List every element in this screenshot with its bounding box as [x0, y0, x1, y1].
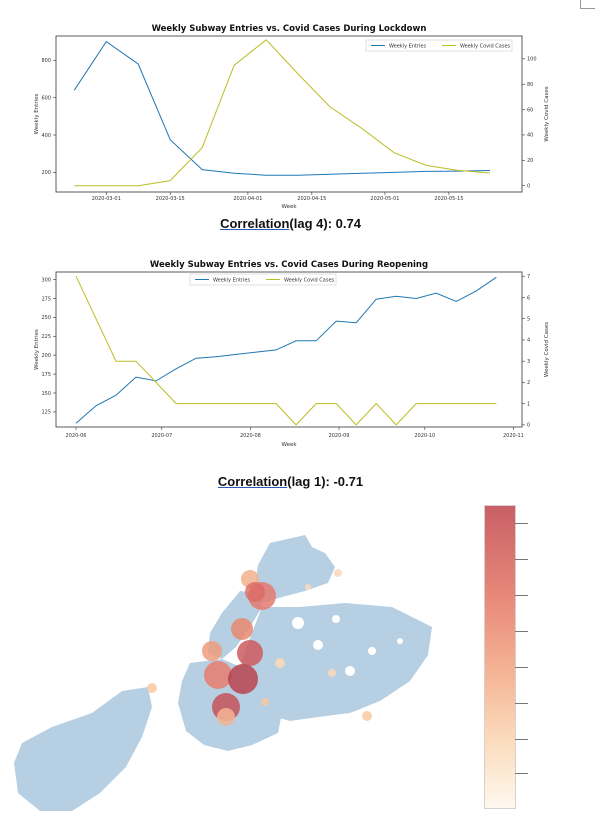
colorbar-tick — [515, 773, 528, 774]
y-right-tick-label: 0 — [527, 423, 530, 429]
x-tick-label: 2020-04-01 — [233, 196, 262, 202]
colorbar-tick — [515, 595, 528, 596]
reopening-correlation: Correlation(lag 1): -0.71 — [0, 474, 597, 489]
queens-landmass — [240, 603, 432, 721]
reopening-chart: Weekly Subway Entries vs. Covid Cases Du… — [34, 260, 550, 448]
correlation-label: Correlation — [217, 474, 288, 489]
water-gaps — [292, 615, 403, 676]
nyc-subway-map — [14, 535, 432, 811]
y-right-tick-label: 6 — [527, 295, 530, 301]
lockdown-correlation: Correlation(lag 4): 0.74 — [0, 216, 597, 231]
legend-label: Weekly Entries — [213, 278, 250, 284]
legend-label: Weekly Entries — [389, 44, 426, 50]
x-tick-label: 2020-10 — [414, 433, 435, 439]
x-tick-label: 2020-05-15 — [434, 196, 463, 202]
series-line-entries — [75, 276, 497, 424]
y-left-tick-label: 250 — [41, 315, 51, 321]
series-line-cases — [75, 275, 497, 426]
x-tick-label: 2020-08 — [240, 433, 261, 439]
x-tick-label: 2020-03-15 — [156, 196, 185, 202]
y-right-tick-label: 20 — [527, 158, 533, 164]
y-right-axis-label: Weekly Covid Cases — [544, 86, 550, 141]
y-right-tick-label: 5 — [527, 317, 530, 323]
y-left-tick-label: 225 — [41, 334, 51, 340]
colorbar — [484, 505, 516, 809]
series-line-entries — [73, 40, 491, 176]
y-left-tick-label: 275 — [41, 296, 51, 302]
colorbar-tick — [515, 739, 528, 740]
chart-title: Weekly Subway Entries vs. Covid Cases Du… — [152, 24, 427, 34]
y-left-tick-label: 125 — [41, 410, 51, 416]
colorbar-tick — [515, 667, 528, 668]
y-right-tick-label: 7 — [527, 274, 530, 280]
y-right-axis-label: Weekly Covid Cases — [544, 322, 550, 377]
x-tick-label: 2020-06 — [66, 433, 87, 439]
y-right-tick-label: 0 — [527, 183, 530, 189]
y-right-tick-label: 1 — [527, 401, 530, 407]
chart-title: Weekly Subway Entries vs. Covid Cases Du… — [150, 260, 428, 270]
x-tick-label: 2020-09 — [329, 433, 350, 439]
staten-island-landmass — [14, 687, 152, 811]
y-right-tick-label: 60 — [527, 107, 533, 113]
y-right-tick-label: 100 — [527, 57, 537, 63]
y-left-tick-label: 200 — [41, 353, 51, 359]
legend-label: Weekly Covid Cases — [460, 44, 511, 50]
y-left-tick-label: 800 — [41, 58, 51, 64]
y-left-tick-label: 400 — [41, 133, 51, 139]
window-corner-mark — [580, 0, 595, 9]
y-left-tick-label: 175 — [41, 372, 51, 378]
legend-box — [365, 39, 513, 52]
colorbar-tick — [515, 703, 528, 704]
y-right-tick-label: 2 — [527, 380, 530, 386]
x-tick-label: 2020-11 — [503, 433, 524, 439]
x-tick-label: 2020-05-01 — [370, 196, 399, 202]
x-axis-label: Week — [281, 442, 297, 448]
correlation-label: Correlation — [220, 216, 290, 231]
x-tick-label: 2020-07 — [151, 433, 172, 439]
y-left-axis-label: Weekly Entries — [34, 93, 40, 134]
x-axis-label: Week — [281, 204, 297, 210]
y-right-tick-label: 40 — [527, 133, 533, 139]
y-left-axis-label: Weekly Entries — [34, 329, 40, 370]
y-right-tick-label: 3 — [527, 359, 530, 365]
y-left-tick-label: 300 — [41, 277, 51, 283]
series-line-cases — [74, 39, 491, 187]
lockdown-chart: Weekly Subway Entries vs. Covid Cases Du… — [34, 24, 550, 210]
colorbar-tick — [515, 559, 528, 560]
legend-label: Weekly Covid Cases — [284, 278, 335, 284]
y-right-tick-label: 80 — [527, 82, 533, 88]
colorbar-tick — [515, 523, 528, 524]
colorbar-tick — [515, 631, 528, 632]
y-right-tick-label: 4 — [527, 338, 530, 344]
y-left-tick-label: 200 — [41, 170, 51, 176]
legend-box — [189, 273, 337, 286]
plot-frame — [55, 271, 523, 428]
y-left-tick-label: 600 — [41, 95, 51, 101]
x-tick-label: 2020-03-01 — [92, 196, 121, 202]
y-left-tick-label: 150 — [41, 391, 51, 397]
x-tick-label: 2020-04-15 — [297, 196, 326, 202]
correlation-value: (lag 1): -0.71 — [287, 474, 364, 489]
station-bubbles — [147, 569, 372, 726]
plot-frame — [55, 35, 523, 193]
correlation-value: (lag 4): 0.74 — [289, 216, 361, 231]
